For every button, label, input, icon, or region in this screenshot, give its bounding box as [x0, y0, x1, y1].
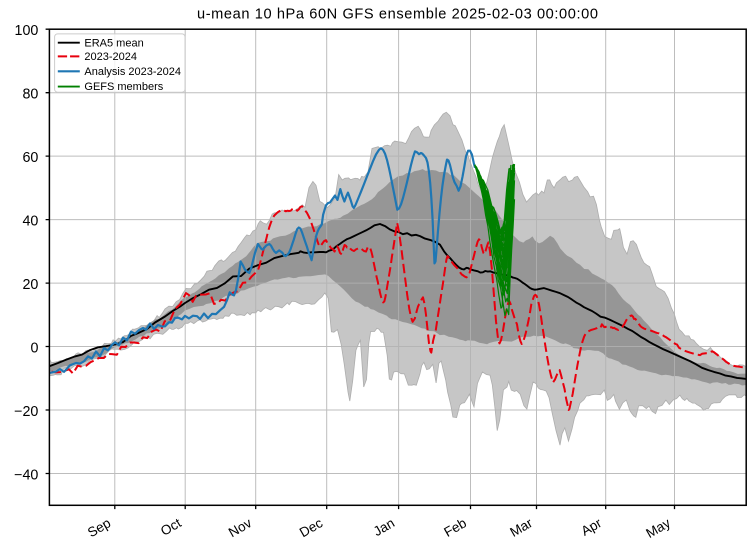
svg-text:40: 40	[22, 214, 38, 230]
svg-text:Analysis 2023-2024: Analysis 2023-2024	[84, 66, 181, 78]
svg-text:ERA5 mean: ERA5 mean	[84, 37, 143, 49]
svg-text:100: 100	[15, 23, 39, 39]
svg-text:2023-2024: 2023-2024	[84, 51, 137, 63]
svg-text:u-mean 10 hPa 60N GFS ensemble: u-mean 10 hPa 60N GFS ensemble 2025-02-0…	[197, 7, 599, 23]
svg-text:GEFS members: GEFS members	[84, 81, 163, 93]
svg-text:80: 80	[22, 87, 38, 103]
svg-text:60: 60	[22, 150, 38, 166]
svg-text:−40: −40	[14, 468, 38, 484]
svg-text:−20: −20	[14, 404, 38, 420]
svg-text:0: 0	[30, 341, 38, 357]
svg-text:20: 20	[22, 277, 38, 293]
